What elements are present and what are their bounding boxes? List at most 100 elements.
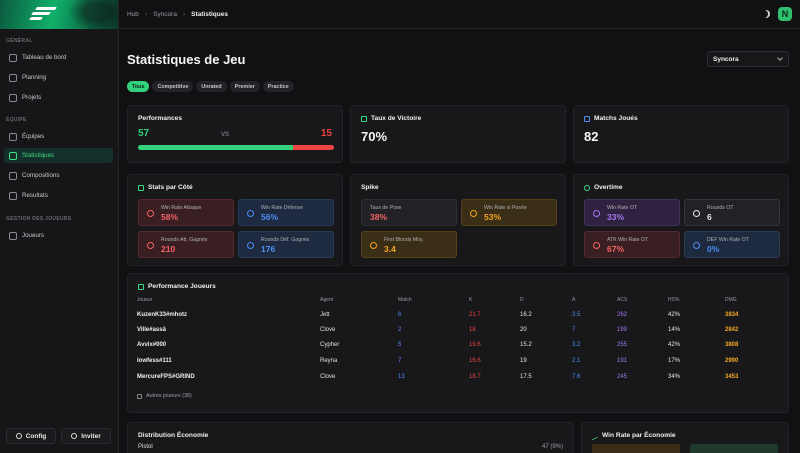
matches-title: Matchs Joués xyxy=(584,115,638,122)
cell-matches: 7 xyxy=(398,358,402,364)
matches-value: 82 xyxy=(584,129,599,144)
column-header-assists[interactable]: A xyxy=(572,297,576,303)
cell-hs: 14% xyxy=(668,327,681,333)
layout-icon xyxy=(9,53,17,62)
cell-matches: 6 xyxy=(398,312,402,318)
cell-deaths: 17.5 xyxy=(520,374,532,380)
cell-agent: Clove xyxy=(320,374,336,380)
cell-deaths: 19 xyxy=(520,358,527,364)
column-header-agent[interactable]: Agent xyxy=(320,297,334,303)
cell-dmg: 2842 xyxy=(725,327,739,333)
logo-mark-icon xyxy=(29,7,60,21)
sidebar-item-dashboard[interactable]: Tableau de bord xyxy=(4,50,113,65)
cell-matches: 2 xyxy=(398,327,402,333)
config-button[interactable]: Config xyxy=(6,428,56,444)
win-rate-value: 70% xyxy=(361,129,388,144)
ot-atk-tile: ATK Win Rate OT 67% xyxy=(584,231,680,258)
breadcrumb-team[interactable]: Syncora xyxy=(153,10,177,18)
first-bloods-tile: First Bloods Moy. 3.4 xyxy=(361,231,457,258)
sidebar-item-players[interactable]: Joueurs xyxy=(4,228,113,243)
table-row[interactable]: KuzenK33#mhotz Jett 6 21.7 16.2 3.5 262 42% 3834 xyxy=(137,312,787,332)
cell-player: KuzenK33#mhotz xyxy=(137,312,188,318)
column-header-matches[interactable]: Match xyxy=(398,297,412,303)
performances-title: Performances xyxy=(138,115,182,122)
player-performance-title: Performance Joueurs xyxy=(138,283,216,290)
trend-up-icon xyxy=(592,431,598,440)
tab-competitive[interactable]: Competitive xyxy=(152,81,194,92)
column-header-player[interactable]: Joueur xyxy=(137,297,153,303)
theme-toggle-moon-icon[interactable] xyxy=(762,10,770,18)
user-avatar[interactable]: N xyxy=(778,7,792,21)
ot-winrate-tile: Win Rate OT 33% xyxy=(584,199,680,226)
gear-icon xyxy=(15,433,22,439)
chevron-down-icon xyxy=(777,55,783,61)
tab-practice[interactable]: Practice xyxy=(262,81,294,92)
vs-label: VS xyxy=(221,132,230,138)
section-label-gestion: GESTION DES JOUEURS xyxy=(6,216,72,222)
matches-card: Matchs Joués 82 xyxy=(573,105,789,163)
bomb-icon xyxy=(470,210,477,217)
mail-icon xyxy=(71,433,78,439)
main-content: Statistiques de Jeu Syncora Tous Competi… xyxy=(119,29,800,453)
cell-assists: 3.2 xyxy=(572,342,581,348)
overtime-title: Overtime xyxy=(584,184,623,191)
sidebar-item-projects[interactable]: Projets xyxy=(4,90,113,105)
page-title: Statistiques de Jeu xyxy=(127,52,246,67)
cell-assists: 3.5 xyxy=(572,312,581,318)
cell-acs: 199 xyxy=(617,327,628,333)
shield-icon xyxy=(247,210,254,217)
economy-card: Distribution Économie Pistol 47 (9%) xyxy=(127,422,574,453)
tab-premier[interactable]: Premier xyxy=(229,81,260,92)
table-row[interactable]: MercureFPS#GRIND Clove 13 18.7 17.5 7.6 245 34%… xyxy=(137,374,787,394)
sidebar-item-results[interactable]: Resultats xyxy=(4,188,113,203)
cell-dmg: 3834 xyxy=(725,312,739,318)
economy-bar-amber xyxy=(592,444,680,453)
tab-unrated[interactable]: Unrated xyxy=(196,81,227,92)
wins-count: 57 xyxy=(138,128,150,139)
column-header-kills[interactable]: K xyxy=(469,297,473,303)
cell-deaths: 15.2 xyxy=(520,342,532,348)
sidebar-item-compositions[interactable]: Compositions xyxy=(4,168,113,183)
ot-def-tile: DEF Win Rate OT 0% xyxy=(684,231,780,258)
cell-hs: 42% xyxy=(668,342,681,348)
column-header-dmg[interactable]: DMG xyxy=(725,297,737,303)
column-header-deaths[interactable]: D xyxy=(520,297,524,303)
cell-hs: 34% xyxy=(668,374,681,380)
table-row[interactable]: Avvix#000 Cypher 5 19.6 15.2 3.2 255 42% 3808 xyxy=(137,342,787,362)
sidebar-item-statistics[interactable]: Statistiques xyxy=(4,148,113,163)
player-performance-card: Performance Joueurs xyxy=(127,273,789,428)
sidebar-item-planning[interactable]: Planning xyxy=(4,70,113,85)
tab-all[interactable]: Tous xyxy=(127,81,150,92)
app-logo[interactable] xyxy=(0,0,118,29)
table-row[interactable]: Ville#assâ Clove 2 18 20 7 199 14% 2842 xyxy=(137,327,787,347)
economy-bar-green xyxy=(690,444,778,453)
team-select[interactable]: Syncora xyxy=(707,51,789,67)
sidebar-item-teams[interactable]: Équipes xyxy=(4,129,113,144)
cell-dmg: 2990 xyxy=(725,358,739,364)
cell-acs: 262 xyxy=(617,312,628,318)
def-winrate-tile: Win Rate Défense 56% xyxy=(238,199,334,226)
box-icon xyxy=(9,93,17,102)
cell-dmg: 3808 xyxy=(725,342,739,348)
section-label-general: GÉNÉRAL xyxy=(6,38,33,44)
section-label-equipe: ÉQUIPE xyxy=(6,117,27,123)
table-row[interactable]: lowfess#111 Reyna 7 16.6 19 2.1 191 17% 2990 xyxy=(137,358,787,378)
invite-button[interactable]: Inviter xyxy=(61,428,111,444)
column-header-hs[interactable]: HS% xyxy=(668,297,680,303)
cell-acs: 245 xyxy=(617,374,628,380)
swords-icon xyxy=(593,242,600,249)
win-rate-title: Taux de Victoire xyxy=(361,115,421,122)
economy-winrate-title: Win Rate par Économie xyxy=(592,431,676,440)
more-players-link[interactable]: Autres joueurs (38) xyxy=(137,393,192,399)
target-icon xyxy=(9,171,17,180)
cell-dmg: 3453 xyxy=(725,374,739,380)
column-header-acs[interactable]: ACS xyxy=(617,297,628,303)
breadcrumb-hub[interactable]: Hub xyxy=(127,10,139,18)
cell-assists: 2.1 xyxy=(572,358,581,364)
lightning-icon xyxy=(370,242,377,249)
shield-icon xyxy=(247,242,254,249)
chevron-right-icon: › xyxy=(144,10,148,18)
cell-acs: 255 xyxy=(617,342,628,348)
trophy-icon xyxy=(361,115,367,122)
overtime-card: Overtime Win Rate OT 33% Rounds OT 6 ATK… xyxy=(573,174,789,266)
